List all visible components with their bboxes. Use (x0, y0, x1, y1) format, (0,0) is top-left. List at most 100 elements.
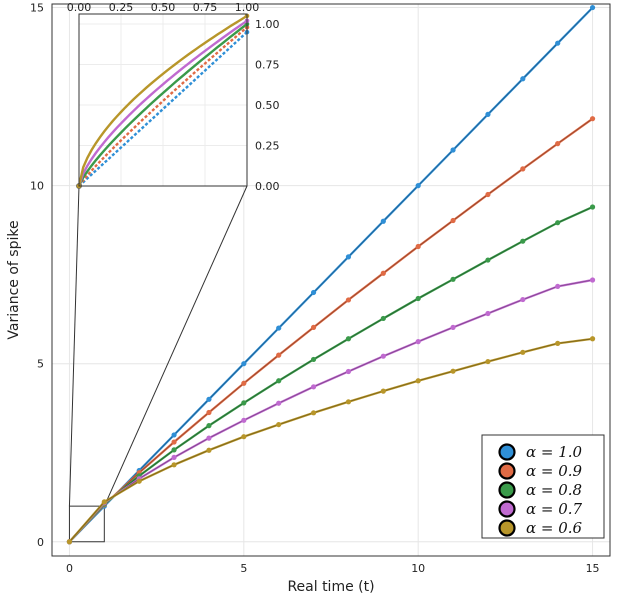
data-point (276, 325, 282, 331)
legend-entry: α = 1.0 (526, 443, 583, 461)
zoom-connector (68, 185, 80, 507)
inset-y-tick-label: 0.00 (255, 180, 280, 193)
data-point (485, 310, 491, 317)
data-point (555, 283, 561, 290)
data-point (520, 296, 526, 303)
data-point (241, 380, 247, 386)
data-point (241, 400, 247, 406)
fit-line-0.8 (69, 206, 593, 543)
inset-y-tick-label: 0.75 (255, 59, 280, 72)
x-axis-label: Real time (t) (287, 579, 374, 595)
data-point (380, 315, 386, 322)
data-point (589, 336, 596, 342)
y-tick-label: 5 (37, 358, 44, 371)
data-point (450, 276, 456, 282)
data-point (345, 254, 352, 260)
data-point (450, 324, 456, 330)
data-point (136, 478, 142, 484)
data-point (589, 4, 596, 11)
data-point (380, 353, 386, 359)
data-point (171, 432, 177, 438)
data-point (380, 218, 386, 224)
inset-y-tick-label: 1.00 (255, 18, 280, 31)
y-tick-label: 0 (37, 536, 44, 549)
inset-x-tick-label: 0.75 (193, 1, 218, 14)
series-line-0.7 (68, 278, 593, 543)
y-tick-label: 10 (30, 180, 44, 193)
inset-series-line-0.6 (77, 14, 248, 187)
data-point (520, 76, 526, 82)
legend-marker-0.9 (498, 462, 516, 480)
data-point (555, 340, 561, 346)
inset-y-tick-label: 0.50 (255, 99, 280, 112)
data-point (415, 295, 421, 302)
data-point (450, 368, 456, 374)
data-point (171, 447, 177, 453)
data-point (310, 356, 317, 363)
inset-y-tick-label: 0.25 (255, 140, 280, 153)
data-point (589, 277, 596, 283)
data-point (555, 40, 561, 46)
data-point (520, 349, 526, 355)
data-point (450, 217, 456, 224)
fit-line-0.9 (69, 118, 593, 543)
data-point (310, 324, 317, 330)
data-point (485, 191, 491, 198)
data-point (415, 243, 421, 250)
data-point (276, 378, 282, 384)
y-tick-label: 15 (30, 2, 44, 15)
data-point (206, 396, 212, 402)
data-point (589, 204, 596, 210)
data-point (589, 116, 596, 122)
data-point (555, 141, 561, 147)
data-point (206, 435, 212, 441)
legend-marker-0.6 (498, 519, 516, 537)
data-point (276, 352, 282, 358)
legend-entry: α = 0.8 (526, 481, 582, 499)
data-point (241, 417, 247, 423)
data-point (276, 400, 282, 406)
data-point (310, 289, 317, 296)
data-point (345, 297, 352, 303)
data-point (485, 257, 491, 263)
inset-x-tick-label: 1.00 (235, 1, 260, 14)
legend-marker-0.8 (498, 481, 516, 499)
data-point (485, 111, 491, 117)
data-point (485, 358, 491, 365)
data-point (380, 388, 386, 394)
data-point (555, 220, 561, 226)
legend-entry: α = 0.6 (526, 519, 583, 537)
data-point (171, 439, 177, 445)
data-point (101, 499, 107, 505)
legend-entry: α = 0.7 (526, 500, 583, 518)
data-point (415, 183, 421, 189)
data-point (345, 368, 352, 375)
data-point (520, 166, 526, 172)
data-point (171, 462, 177, 468)
x-tick-label: 15 (586, 562, 600, 575)
data-point (345, 336, 352, 342)
fit-line-1.0 (69, 7, 593, 543)
data-point (415, 378, 421, 384)
data-point (450, 147, 456, 153)
legend-entry: α = 0.9 (526, 462, 583, 480)
legend-marker-1.0 (498, 443, 516, 461)
x-tick-label: 0 (66, 562, 73, 575)
x-tick-label: 5 (240, 562, 247, 575)
data-point (241, 361, 247, 367)
inset-x-tick-label: 0.00 (67, 1, 92, 14)
inset-series-line-0.7 (77, 19, 248, 187)
main-tick-labels: 0 5 10 15 0 5 10 15 (30, 2, 600, 575)
main-plot-frame (51, 3, 611, 557)
data-point (171, 454, 177, 460)
data-point (415, 339, 421, 345)
series-line-0.6 (68, 337, 593, 543)
data-point (241, 434, 247, 440)
data-point (345, 399, 352, 405)
inset-frame (78, 13, 248, 187)
main-series (66, 4, 596, 545)
data-point (206, 409, 212, 416)
zoom-box (68, 185, 248, 543)
legend: α = 1.0α = 0.9α = 0.8α = 0.7α = 0.6 (481, 434, 605, 539)
